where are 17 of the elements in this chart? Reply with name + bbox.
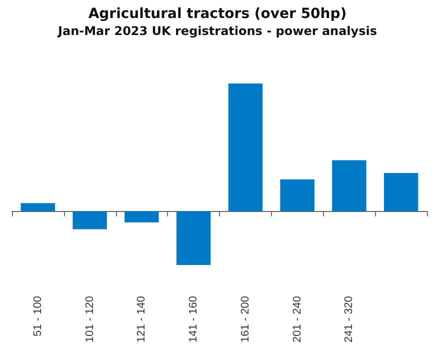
- x-tick-label: 51 - 100: [32, 296, 44, 336]
- x-tick-label: 161 - 200: [239, 296, 252, 342]
- x-tick-label: 121 - 140: [136, 296, 148, 342]
- bar: [332, 160, 366, 212]
- x-tick-label: 201 - 240: [291, 296, 304, 342]
- bar: [20, 203, 56, 212]
- bar: [228, 84, 263, 212]
- x-tick-label: 241 - 320: [343, 296, 356, 342]
- x-tick-label: 141 - 160: [188, 296, 200, 342]
- chart-title: Agricultural tractors (over 50hp): [88, 6, 347, 22]
- bar: [176, 211, 211, 265]
- bar: [384, 173, 418, 212]
- x-tick-label: 101 - 120: [84, 296, 96, 342]
- chart-subtitle: Jan-Mar 2023 UK registrations - power analysis: [56, 24, 378, 38]
- bar: [124, 211, 159, 222]
- bar: [72, 211, 107, 230]
- bar: [280, 179, 314, 212]
